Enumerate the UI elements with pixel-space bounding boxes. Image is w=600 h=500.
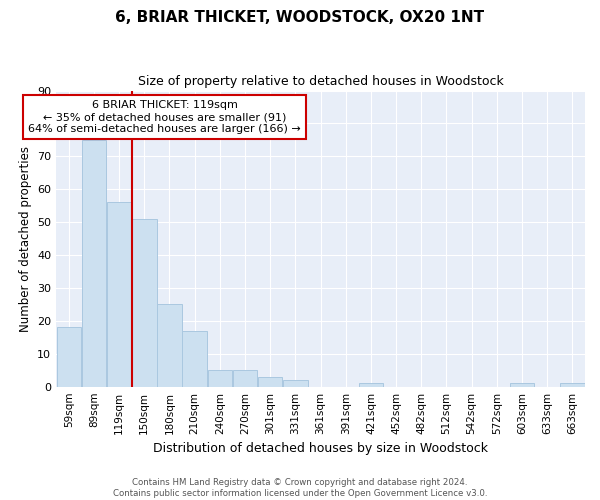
Bar [107,202,131,386]
Bar [56,328,81,386]
Bar [82,140,106,386]
Bar [510,384,534,386]
Title: Size of property relative to detached houses in Woodstock: Size of property relative to detached ho… [138,75,503,88]
Bar [258,377,283,386]
Bar [132,219,157,386]
Y-axis label: Number of detached properties: Number of detached properties [19,146,32,332]
Bar [157,304,182,386]
Bar [283,380,308,386]
Bar [182,330,207,386]
Bar [233,370,257,386]
Text: 6 BRIAR THICKET: 119sqm
← 35% of detached houses are smaller (91)
64% of semi-de: 6 BRIAR THICKET: 119sqm ← 35% of detache… [28,100,301,134]
Bar [208,370,232,386]
Text: 6, BRIAR THICKET, WOODSTOCK, OX20 1NT: 6, BRIAR THICKET, WOODSTOCK, OX20 1NT [115,10,485,25]
X-axis label: Distribution of detached houses by size in Woodstock: Distribution of detached houses by size … [153,442,488,455]
Bar [359,384,383,386]
Bar [560,384,584,386]
Text: Contains HM Land Registry data © Crown copyright and database right 2024.
Contai: Contains HM Land Registry data © Crown c… [113,478,487,498]
